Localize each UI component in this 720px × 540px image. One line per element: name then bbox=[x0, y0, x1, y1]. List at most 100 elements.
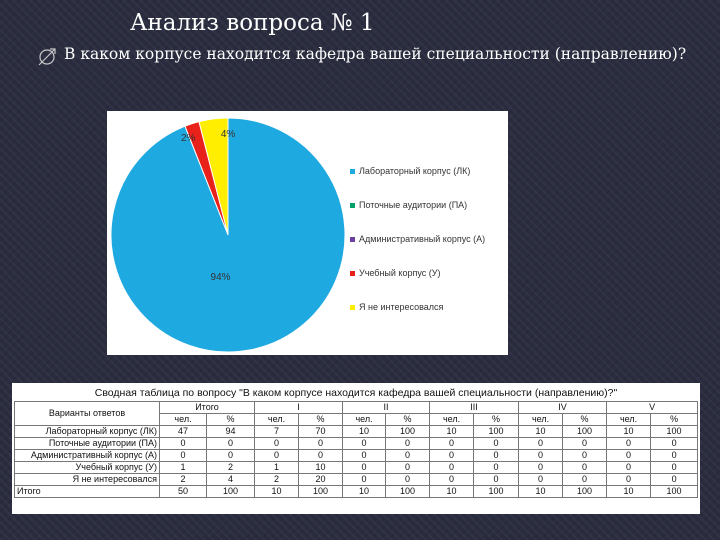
table-cell: 0 bbox=[385, 437, 431, 450]
subheader-count: чел. bbox=[254, 413, 299, 426]
subheader-count: чел. bbox=[429, 413, 475, 426]
table-row: Лабораторный корпус (ЛК) 47 94 7 70 10 100 10 10… bbox=[14, 425, 699, 438]
table-cell: 0 bbox=[606, 461, 652, 474]
table-cell: 100 bbox=[473, 485, 520, 498]
table-cell: 70 bbox=[297, 425, 344, 438]
subheader-percent: % bbox=[473, 413, 520, 426]
table-cell: 10 bbox=[429, 425, 475, 438]
table-cell: 10 bbox=[342, 485, 387, 498]
variants-header: Варианты ответов bbox=[14, 401, 160, 426]
subheader-count: чел. bbox=[159, 413, 207, 426]
table-cell: 47 bbox=[159, 425, 207, 438]
group-header: I bbox=[253, 401, 344, 414]
table-row: Административный корпус (А) 0 0 0 0 0 0 0 0 0 0 0 0 bbox=[14, 449, 699, 462]
table-cell: 0 bbox=[518, 473, 564, 486]
subheader-count: чел. bbox=[342, 413, 387, 426]
table-cell: 2 bbox=[206, 461, 255, 474]
pie-data-label: 94% bbox=[211, 272, 231, 283]
table-cell: 0 bbox=[429, 449, 475, 462]
table-cell: 1 bbox=[254, 461, 299, 474]
table-cell: 4 bbox=[206, 473, 255, 486]
row-label: Лабораторный корпус (ЛК) bbox=[14, 425, 160, 438]
table-cell: 10 bbox=[342, 425, 387, 438]
table-cell: 0 bbox=[562, 473, 608, 486]
table-total-row: Итого 50 100 10 100 10 100 10 100 10 100 10 100 bbox=[14, 485, 699, 498]
subheader-percent: % bbox=[297, 413, 344, 426]
table-cell: 0 bbox=[473, 437, 520, 450]
legend-swatch bbox=[350, 169, 355, 174]
table-cell: 10 bbox=[606, 425, 652, 438]
table-cell: 0 bbox=[206, 449, 255, 462]
pie-chart-svg: 4% 2% 94% Лабораторный корпус (ЛК) Поточные… bbox=[110, 117, 485, 353]
table-cell: 1 bbox=[159, 461, 207, 474]
table-cell: 100 bbox=[650, 485, 699, 498]
table-cell: 10 bbox=[606, 485, 652, 498]
legend-label: Административный корпус (А) bbox=[359, 234, 485, 244]
table-cell: 0 bbox=[650, 461, 699, 474]
subheader-count: чел. bbox=[606, 413, 652, 426]
group-header: III bbox=[429, 401, 520, 414]
table-body: Лабораторный корпус (ЛК) 47 94 7 70 10 100 10 10… bbox=[14, 425, 699, 498]
legend-label: Лабораторный корпус (ЛК) bbox=[359, 166, 470, 176]
table-cell: 0 bbox=[650, 473, 699, 486]
table-cell: 100 bbox=[562, 485, 608, 498]
table-cell: 0 bbox=[518, 449, 564, 462]
table-cell: 0 bbox=[650, 449, 699, 462]
subheader-percent: % bbox=[562, 413, 608, 426]
group-header: II bbox=[342, 401, 431, 414]
table-cell: 0 bbox=[342, 449, 387, 462]
table-cell: 100 bbox=[385, 425, 431, 438]
table-cell: 0 bbox=[429, 461, 475, 474]
legend-label: Я не интересовался bbox=[359, 302, 444, 312]
table-row: Поточные аудитории (ПА) 0 0 0 0 0 0 0 0 0 0 0 0 bbox=[14, 437, 699, 450]
legend-swatch bbox=[350, 237, 355, 242]
table-cell: 0 bbox=[429, 473, 475, 486]
table-cell: 0 bbox=[562, 449, 608, 462]
legend-swatch bbox=[350, 305, 355, 310]
table-cell: 10 bbox=[429, 485, 475, 498]
pie-data-label: 2% bbox=[181, 133, 196, 144]
group-header: IV bbox=[518, 401, 608, 414]
table-cell: 0 bbox=[429, 437, 475, 450]
subheader-percent: % bbox=[385, 413, 431, 426]
table-cell: 0 bbox=[342, 473, 387, 486]
summary-table-card: Сводная таблица по вопросу "В каком корп… bbox=[12, 383, 700, 514]
table-cell: 0 bbox=[606, 473, 652, 486]
question-text: В каком корпусе находится кафедра вашей … bbox=[64, 45, 687, 63]
table-cell: 20 bbox=[297, 473, 344, 486]
table-cell: 0 bbox=[159, 449, 207, 462]
table-row: Я не интересовался 2 4 2 20 0 0 0 0 0 0 0 0 bbox=[14, 473, 699, 486]
slide-title: Анализ вопроса № 1 bbox=[130, 10, 375, 36]
table-cell: 10 bbox=[518, 425, 564, 438]
legend-swatch bbox=[350, 271, 355, 276]
bullet-icon bbox=[38, 48, 56, 66]
row-label: Итого bbox=[14, 485, 160, 498]
table-cell: 0 bbox=[342, 461, 387, 474]
pie-chart: 4% 2% 94% Лабораторный корпус (ЛК) Поточные… bbox=[107, 111, 508, 355]
row-label: Поточные аудитории (ПА) bbox=[14, 437, 160, 450]
table-cell: 0 bbox=[650, 437, 699, 450]
table-cell: 100 bbox=[650, 425, 699, 438]
table-cell: 0 bbox=[473, 461, 520, 474]
table-row: Учебный корпус (У) 1 2 1 10 0 0 0 0 0 0 0 0 bbox=[14, 461, 699, 474]
table-cell: 0 bbox=[297, 449, 344, 462]
table-cell: 0 bbox=[562, 461, 608, 474]
table-cell: 0 bbox=[385, 449, 431, 462]
table-title: Сводная таблица по вопросу "В каком корп… bbox=[94, 387, 618, 399]
table-cell: 2 bbox=[159, 473, 207, 486]
table-cell: 0 bbox=[518, 461, 564, 474]
table-cell: 2 bbox=[254, 473, 299, 486]
pie-slice bbox=[110, 117, 346, 353]
table-cell: 50 bbox=[159, 485, 207, 498]
pie-data-labels: 4% 2% 94% bbox=[181, 129, 235, 283]
table-cell: 100 bbox=[562, 425, 608, 438]
subheader-percent: % bbox=[206, 413, 255, 426]
pie-slices bbox=[110, 117, 346, 353]
table-cell: 100 bbox=[297, 485, 344, 498]
legend-label: Поточные аудитории (ПА) bbox=[359, 200, 467, 210]
legend-label: Учебный корпус (У) bbox=[359, 268, 440, 278]
table-cell: 0 bbox=[159, 437, 207, 450]
row-label: Административный корпус (А) bbox=[14, 449, 160, 462]
table-cell: 0 bbox=[254, 449, 299, 462]
table-cell: 10 bbox=[254, 485, 299, 498]
